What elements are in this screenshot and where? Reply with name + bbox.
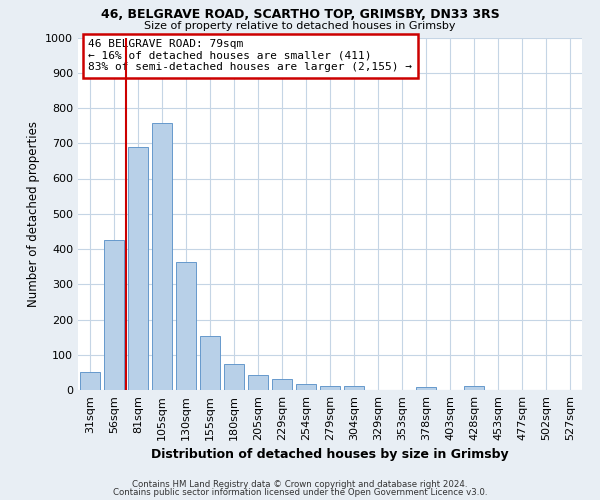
Bar	[344, 386, 364, 390]
Text: 46, BELGRAVE ROAD, SCARTHO TOP, GRIMSBY, DN33 3RS: 46, BELGRAVE ROAD, SCARTHO TOP, GRIMSBY,…	[101, 8, 499, 20]
Text: Contains HM Land Registry data © Crown copyright and database right 2024.: Contains HM Land Registry data © Crown c…	[132, 480, 468, 489]
Bar	[224, 364, 244, 390]
Text: Size of property relative to detached houses in Grimsby: Size of property relative to detached ho…	[144, 21, 456, 31]
Bar	[248, 375, 268, 390]
Y-axis label: Number of detached properties: Number of detached properties	[26, 120, 40, 306]
Bar	[320, 386, 340, 390]
Bar	[152, 123, 172, 390]
Bar	[200, 336, 220, 390]
Text: 46 BELGRAVE ROAD: 79sqm
← 16% of detached houses are smaller (411)
83% of semi-d: 46 BELGRAVE ROAD: 79sqm ← 16% of detache…	[88, 40, 412, 72]
Text: Contains public sector information licensed under the Open Government Licence v3: Contains public sector information licen…	[113, 488, 487, 497]
Bar	[296, 384, 316, 390]
Bar	[128, 148, 148, 390]
Bar	[416, 387, 436, 390]
Bar	[176, 262, 196, 390]
Bar	[464, 386, 484, 390]
Bar	[104, 240, 124, 390]
Bar	[272, 378, 292, 390]
Bar	[80, 372, 100, 390]
X-axis label: Distribution of detached houses by size in Grimsby: Distribution of detached houses by size …	[151, 448, 509, 462]
